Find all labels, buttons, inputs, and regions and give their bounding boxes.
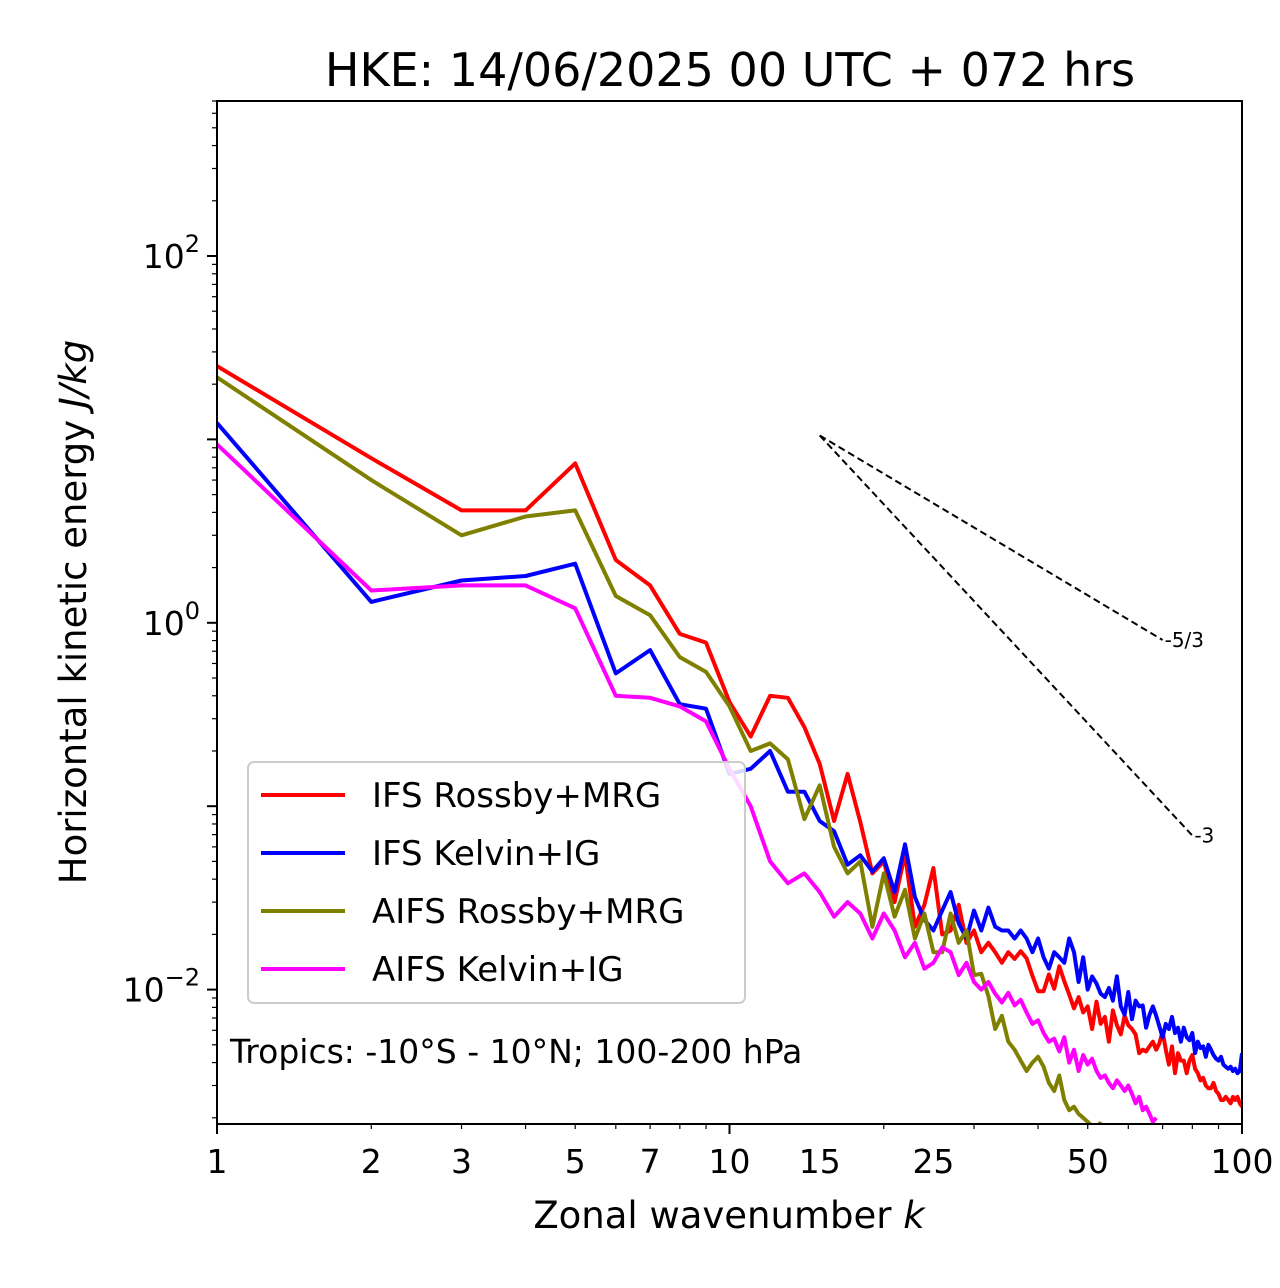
x-tick-label: 5	[565, 1142, 586, 1181]
y-tick-label: 10−2	[123, 964, 200, 1010]
reference-slope-label: -5/3	[1165, 628, 1204, 652]
x-tick-label: 50	[1067, 1142, 1109, 1181]
x-tick-label: 100	[1211, 1142, 1274, 1181]
series-line-aifs-kelvin-ig	[217, 442, 1158, 1124]
legend-entry: IFS Kelvin+IG	[372, 834, 600, 874]
y-axis-label: Horizontal kinetic energy J/kg	[52, 340, 95, 884]
x-axis-label: Zonal wavenumber k	[533, 1194, 926, 1237]
series-line-ifs-rossby-mrg	[217, 364, 1242, 1108]
legend-entry: AIFS Kelvin+IG	[372, 950, 624, 990]
region-annotation: Tropics: -10°S - 10°N; 100-200 hPa	[229, 1032, 802, 1071]
x-tick-label: 25	[912, 1142, 954, 1181]
legend-box	[247, 761, 746, 1004]
x-tick-label: 7	[640, 1142, 661, 1181]
reference-slope-label: -3	[1194, 824, 1214, 848]
x-tick-label: 2	[361, 1142, 382, 1181]
x-tick-label: 10	[709, 1142, 751, 1181]
chart-title: HKE: 14/06/2025 00 UTC + 072 hrs	[325, 43, 1135, 97]
reference-slope-line	[819, 434, 1194, 837]
legend-entry: IFS Rossby+MRG	[372, 776, 661, 816]
legend: IFS Rossby+MRG IFS Kelvin+IG AIFS Rossby+M…	[247, 761, 746, 1004]
series-line-ifs-kelvin-ig	[217, 421, 1242, 1076]
legend-entry: AIFS Rossby+MRG	[372, 892, 684, 932]
y-tick-label: 100	[143, 597, 200, 643]
x-tick-label: 15	[799, 1142, 841, 1181]
reference-slope-line	[819, 434, 1164, 641]
series-line-aifs-rossby-mrg	[217, 375, 1103, 1124]
x-tick-label: 1	[207, 1142, 228, 1181]
x-tick-label: 3	[451, 1142, 472, 1181]
y-tick-label: 102	[143, 230, 200, 276]
